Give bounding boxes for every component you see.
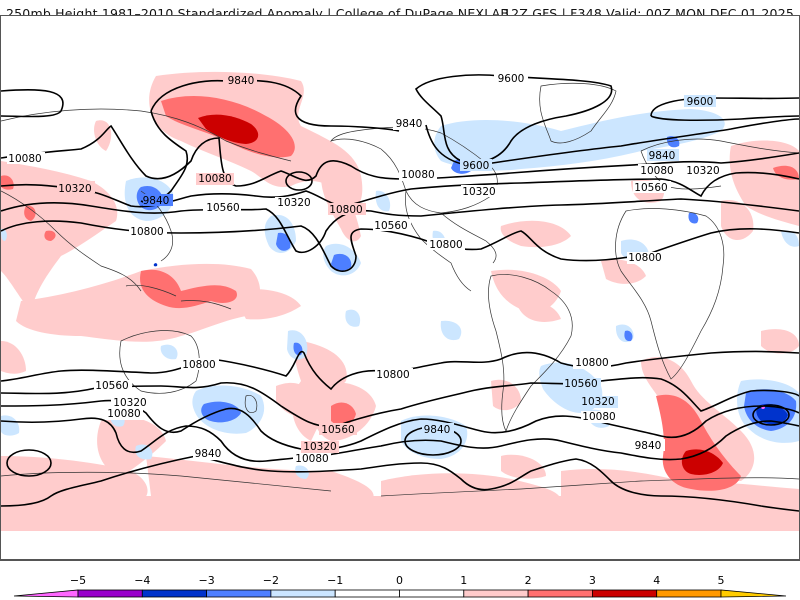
colorbar-tick-label: −2 — [262, 574, 279, 587]
colorbar-bin — [656, 589, 722, 598]
colorbar-bin — [270, 589, 336, 598]
contour-label: 10800 — [429, 239, 462, 251]
negative-anomaly-3to4 — [153, 263, 788, 425]
contour-label: 10800 — [376, 369, 409, 381]
colorbar-bin — [527, 589, 593, 598]
contour-label: 10800 — [575, 357, 608, 369]
contour-9840-north — [425, 118, 799, 167]
contour-label: 10560 — [634, 182, 667, 194]
colorbar-tick-label: −5 — [69, 574, 87, 587]
contour-label: 10800 — [130, 226, 163, 238]
colorbar-tick-label: −4 — [134, 574, 151, 587]
contour-label: 10320 — [277, 197, 310, 209]
contour-label: 10560 — [206, 202, 239, 214]
colorbar-bin — [13, 589, 79, 598]
contour-label: 10560 — [95, 380, 128, 392]
contour-label: 10800 — [182, 359, 215, 371]
contour-label: 10080 — [198, 173, 231, 185]
colorbar-bin — [720, 589, 787, 598]
contour-label: 10320 — [686, 165, 719, 177]
contour-closed-high-npac — [285, 171, 313, 191]
contour-10800-sh — [1, 350, 799, 391]
contour-label: 10320 — [58, 183, 91, 195]
colorbar-bin — [206, 589, 272, 598]
colorbar-tick-label: 1 — [460, 574, 468, 587]
contour-label: 10560 — [321, 424, 354, 436]
colorbar-tick-label: 0 — [396, 574, 403, 587]
colorbar-graphic — [13, 589, 787, 598]
contour-closed-low-sw — [6, 449, 52, 477]
contour-9840-siberia — [150, 79, 400, 132]
contour-label: 10320 — [462, 186, 495, 198]
contour-label: 10320 — [303, 441, 336, 453]
contour-label: 10560 — [374, 220, 407, 232]
contour-label: 9840 — [635, 440, 662, 452]
colorbar-bin — [141, 589, 208, 598]
contour-label: 10080 — [582, 411, 615, 423]
colorbar-tick-label: 4 — [653, 574, 661, 587]
map-panel: 9840 9600 9600 10080 10320 9840 10080 10… — [0, 15, 800, 561]
colorbar-tick-label: −1 — [327, 574, 344, 587]
contour-10320 — [1, 171, 799, 208]
contour-label: 9840 — [396, 118, 423, 130]
contour-label: 9600 — [687, 96, 714, 108]
contour-10080-sh — [1, 417, 799, 463]
colorbar-bins — [13, 589, 787, 598]
contour-label: 10080 — [401, 169, 434, 181]
contour-label: 10080 — [107, 408, 140, 420]
contour-label: 9600 — [463, 160, 490, 172]
colorbar-bin — [334, 589, 400, 598]
contour-9840-nw — [1, 89, 64, 118]
colorbar-bin — [592, 589, 658, 598]
anomaly-map: 9840 9600 9600 10080 10320 9840 10080 10… — [1, 71, 799, 531]
contour-10560-sh — [1, 376, 799, 428]
contour-10560 — [1, 198, 799, 253]
colorbar-tick-label: 2 — [524, 574, 532, 587]
contour-label: 9600 — [498, 73, 525, 85]
colorbar-bin — [463, 589, 529, 598]
contour-label: 10080 — [295, 453, 328, 465]
contour-label: 9840 — [143, 195, 170, 207]
contour-closed-low-sindian — [752, 404, 790, 426]
contour-label: 10800 — [628, 252, 661, 264]
contour-label: 9840 — [195, 448, 222, 460]
colorbar-tick-label: 5 — [717, 574, 725, 587]
contour-label: 9840 — [424, 424, 451, 436]
contour-label: 9840 — [228, 75, 255, 87]
contour-label: 10080 — [8, 153, 41, 165]
contour-10080 — [1, 124, 799, 187]
contour-label: 10320 — [581, 396, 614, 408]
contour-label: 9840 — [649, 150, 676, 162]
contour-labels: 9840 9600 9600 10080 10320 9840 10080 10… — [7, 71, 722, 465]
contour-9840-sh — [1, 455, 799, 512]
contour-label: 10320 — [113, 397, 146, 409]
colorbar-tick-label: −3 — [198, 574, 215, 587]
positive-anomaly-1to2 — [1, 71, 799, 531]
contour-10320-sh — [1, 399, 799, 451]
contour-label: 10800 — [329, 204, 362, 216]
colorbar-bin — [77, 589, 143, 598]
contour-label: 10560 — [564, 378, 597, 390]
colorbar-bin — [399, 589, 465, 598]
contour-label: 10080 — [640, 165, 673, 177]
colorbar-tick-label: 3 — [588, 574, 596, 587]
colorbar-legend: −5 −4 −3 −2 −1 0 1 2 3 4 5 — [0, 570, 800, 600]
